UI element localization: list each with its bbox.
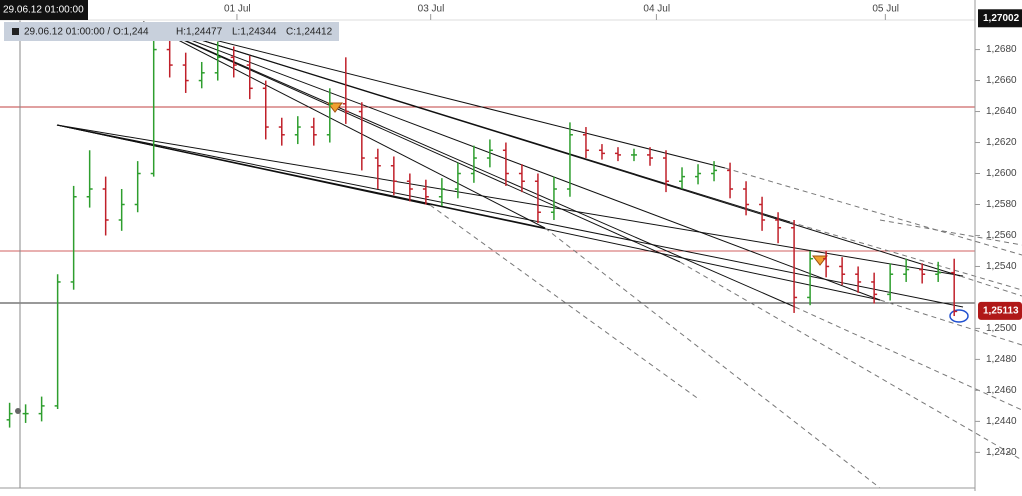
y-tick-label: 1,2420 [986,447,1017,458]
y-tick-label: 1,2620 [986,137,1017,148]
x-tick-label: 05 Jul [872,4,899,15]
last-price-box [978,301,1022,320]
info-icon [12,28,19,35]
crosshair-dot [15,408,21,414]
y-tick-label: 1,2480 [986,354,1017,365]
info-time: 29.06.12 01:00:00 / O:1,244 [24,27,149,38]
trendline-extensions [429,167,1022,489]
x-tick-label: 04 Jul [643,4,670,15]
y-tick-label: 1,2600 [986,168,1017,179]
high-price-label: 1,27002 [983,13,1020,24]
x-tick-label: 03 Jul [418,4,445,15]
x-tick-label: 01 Jul [224,4,251,15]
signal-marker [326,102,344,113]
crosshair-time-box [0,0,88,20]
high-price-box [978,9,1022,28]
last-price-label: 1,25113 [983,306,1019,317]
y-tick-label: 1,2440 [986,416,1017,427]
info-low: L:1,24344 [232,27,277,38]
y-tick-label: 1,2460 [986,385,1017,396]
y-tick-label: 1,2580 [986,199,1017,210]
y-tick-label: 1,2660 [986,75,1017,86]
info-close: C:1,24412 [286,27,333,38]
y-tick-label: 1,2680 [986,44,1017,55]
y-tick-label: 1,2500 [986,323,1017,334]
y-tick-label: 1,2540 [986,261,1017,272]
info-high: H:1,24477 [176,27,223,38]
highlight-circle [949,309,969,323]
y-tick-label: 1,2560 [986,230,1017,241]
crosshair-time: 29.06.12 01:00:00 [3,5,84,16]
y-tick-label: 1,2640 [986,106,1017,117]
trendlines [56,21,964,308]
info-box [4,22,339,41]
